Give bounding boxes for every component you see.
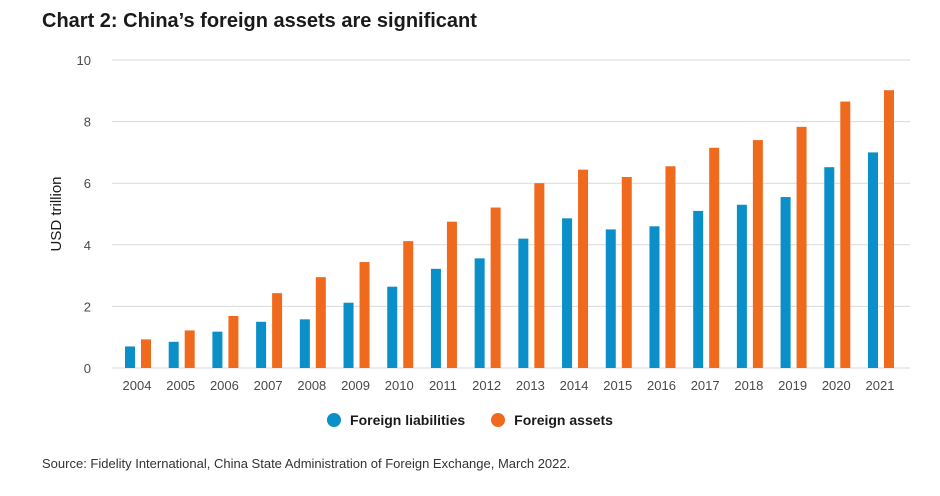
x-tick-label: 2021	[866, 378, 895, 393]
y-tick-label: 2	[84, 299, 91, 314]
bar-assets-2017	[709, 147, 720, 368]
bar-assets-2012	[490, 207, 501, 368]
x-tick-label: 2006	[210, 378, 239, 393]
legend: Foreign liabilities Foreign assets	[0, 412, 940, 428]
x-tick-label: 2008	[297, 378, 326, 393]
bars	[125, 90, 894, 369]
x-tick-label: 2010	[385, 378, 414, 393]
bar-liabilities-2017	[693, 210, 704, 368]
x-tick-label: 2011	[429, 378, 457, 393]
bar-liabilities-2006	[212, 331, 223, 368]
bar-liabilities-2014	[562, 218, 573, 368]
bar-assets-2020	[840, 101, 851, 368]
bar-liabilities-2011	[430, 268, 441, 368]
bar-liabilities-2004	[125, 346, 135, 368]
y-axis-ticks: 0 2 4 6 8 10	[77, 53, 91, 376]
bar-liabilities-2008	[299, 319, 310, 368]
source-note: Source: Fidelity International, China St…	[42, 456, 571, 471]
bar-liabilities-2020	[824, 167, 835, 368]
x-tick-label: 2020	[822, 378, 851, 393]
bar-liabilities-2007	[256, 321, 267, 368]
bar-assets-2013	[534, 183, 545, 368]
x-tick-label: 2007	[254, 378, 283, 393]
bar-liabilities-2009	[343, 302, 354, 368]
bar-liabilities-2012	[474, 258, 485, 368]
bar-liabilities-2018	[736, 204, 747, 368]
x-tick-label: 2019	[778, 378, 807, 393]
chart-title: Chart 2: China’s foreign assets are sign…	[42, 10, 477, 32]
x-tick-label: 2018	[734, 378, 763, 393]
x-tick-label: 2015	[603, 378, 632, 393]
x-tick-label: 2009	[341, 378, 370, 393]
y-tick-label: 10	[77, 53, 91, 68]
legend-item-liabilities: Foreign liabilities	[327, 412, 465, 428]
x-tick-label: 2014	[560, 378, 589, 393]
x-tick-label: 2004	[123, 378, 152, 393]
x-tick-label: 2013	[516, 378, 545, 393]
bar-assets-2006	[228, 315, 239, 368]
y-tick-label: 0	[84, 361, 91, 376]
bar-assets-2014	[578, 169, 589, 368]
bar-liabilities-2019	[780, 197, 791, 368]
bar-assets-2008	[315, 277, 326, 368]
y-tick-label: 4	[84, 238, 91, 253]
legend-label-assets: Foreign assets	[514, 412, 613, 428]
bar-liabilities-2010	[387, 286, 398, 368]
bar-assets-2015	[621, 177, 632, 368]
bar-assets-2010	[403, 241, 414, 368]
x-axis-ticks: 2004 2005 2006 2007 2008 2009 2010 2011 2012 2013…	[123, 378, 895, 393]
bar-assets-2009	[359, 262, 370, 368]
bar-liabilities-2016	[649, 226, 660, 368]
legend-swatch-liabilities	[327, 413, 342, 427]
bar-assets-2005	[184, 330, 195, 368]
y-tick-label: 8	[84, 115, 91, 130]
x-tick-label: 2016	[647, 378, 676, 393]
bar-assets-2016	[665, 166, 676, 368]
bar-assets-2019	[796, 126, 807, 368]
bar-liabilities-2013	[518, 238, 529, 368]
x-tick-label: 2017	[691, 378, 720, 393]
y-tick-label: 6	[84, 176, 91, 191]
x-tick-label: 2012	[472, 378, 501, 393]
bar-liabilities-2005	[168, 341, 179, 368]
bar-liabilities-2021	[868, 152, 878, 368]
bar-assets-2004	[141, 339, 151, 368]
y-axis-title: USD trillion	[48, 176, 65, 251]
legend-swatch-assets	[491, 413, 506, 427]
bar-assets-2021	[884, 90, 894, 369]
bar-chart: 0 2 4 6 8 10 2004 2005 2006 2007 2008 2009 2010 2011…	[48, 53, 910, 393]
bar-assets-2018	[752, 140, 763, 368]
legend-item-assets: Foreign assets	[491, 412, 613, 428]
bar-assets-2007	[272, 293, 283, 368]
gridlines	[112, 59, 910, 369]
bar-liabilities-2015	[605, 229, 616, 368]
x-tick-label: 2005	[166, 378, 195, 393]
legend-label-liabilities: Foreign liabilities	[350, 412, 466, 428]
bar-assets-2011	[446, 221, 457, 368]
